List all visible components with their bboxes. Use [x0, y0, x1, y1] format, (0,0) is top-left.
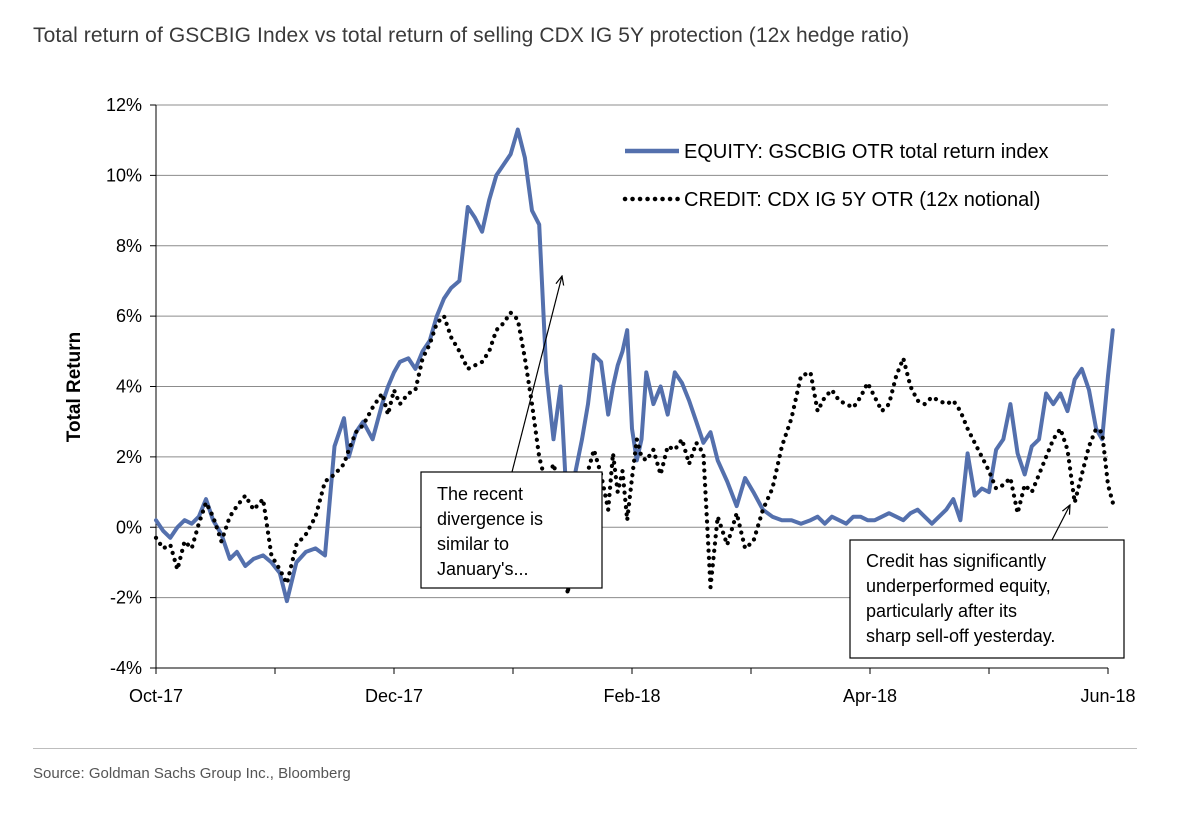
x-tick-label: Apr-18	[843, 686, 897, 706]
credit-series-line	[153, 310, 1115, 597]
gridlines	[156, 104, 1108, 599]
x-tick-label: Jun-18	[1080, 686, 1135, 706]
annotation-credit-box	[849, 539, 1125, 659]
annotation-divergence-line-2: divergence is	[437, 509, 543, 529]
y-tick-label: 8%	[116, 236, 142, 256]
chart-title: Total return of GSCBIG Index vs total re…	[33, 24, 910, 47]
legend-credit-label: CREDIT: CDX IG 5Y OTR (12x notional)	[684, 189, 1040, 211]
annotation-divergence-line-1: The recent	[437, 484, 523, 504]
x-tick-label: Dec-17	[365, 686, 423, 706]
y-tick-label: 12%	[106, 95, 142, 115]
annotation-divergence-line-4: January's...	[437, 559, 528, 579]
equity-series-line	[154, 127, 1115, 604]
x-tick-label: Oct-17	[129, 686, 183, 706]
annotation-credit-line-2: underperformed equity,	[866, 576, 1051, 596]
legend-equity-label: EQUITY: GSCBIG OTR total return index	[684, 141, 1049, 163]
y-tick-label: -4%	[110, 658, 142, 678]
annotation-credit-line-1: Credit has significantly	[866, 551, 1046, 571]
annotation-divergence-arrow	[511, 276, 562, 473]
annotation-credit-line-3: particularly after its	[866, 601, 1017, 621]
annotation-credit: Credit has significantly underperformed …	[849, 505, 1125, 659]
y-tick-label: 10%	[106, 165, 142, 185]
legend: EQUITY: GSCBIG OTR total return index CR…	[622, 141, 1049, 211]
annotation-divergence: The recent divergence is similar to Janu…	[420, 276, 603, 589]
y-tick-label: -2%	[110, 588, 142, 608]
annotation-divergence-line-3: similar to	[437, 534, 509, 554]
series-lines	[153, 127, 1115, 604]
y-tick-label: 6%	[116, 306, 142, 326]
axes: -4% -2% 0% 2% 4% 6% 8% 10% 12% Oct-17 Dec-17 Feb-18…	[106, 95, 1136, 706]
annotation-divergence-box	[420, 471, 603, 589]
source-note: Source: Goldman Sachs Group Inc., Bloomb…	[33, 765, 351, 782]
y-tick-label: 4%	[116, 377, 142, 397]
annotation-credit-line-4: sharp sell-off yesterday.	[866, 626, 1055, 646]
y-axis-label: Total Return	[64, 332, 85, 442]
x-tick-label: Feb-18	[603, 686, 660, 706]
footer-divider	[33, 748, 1137, 749]
y-tick-label: 0%	[116, 517, 142, 537]
y-tick-label: 2%	[116, 447, 142, 467]
annotation-credit-arrow	[1051, 505, 1070, 541]
